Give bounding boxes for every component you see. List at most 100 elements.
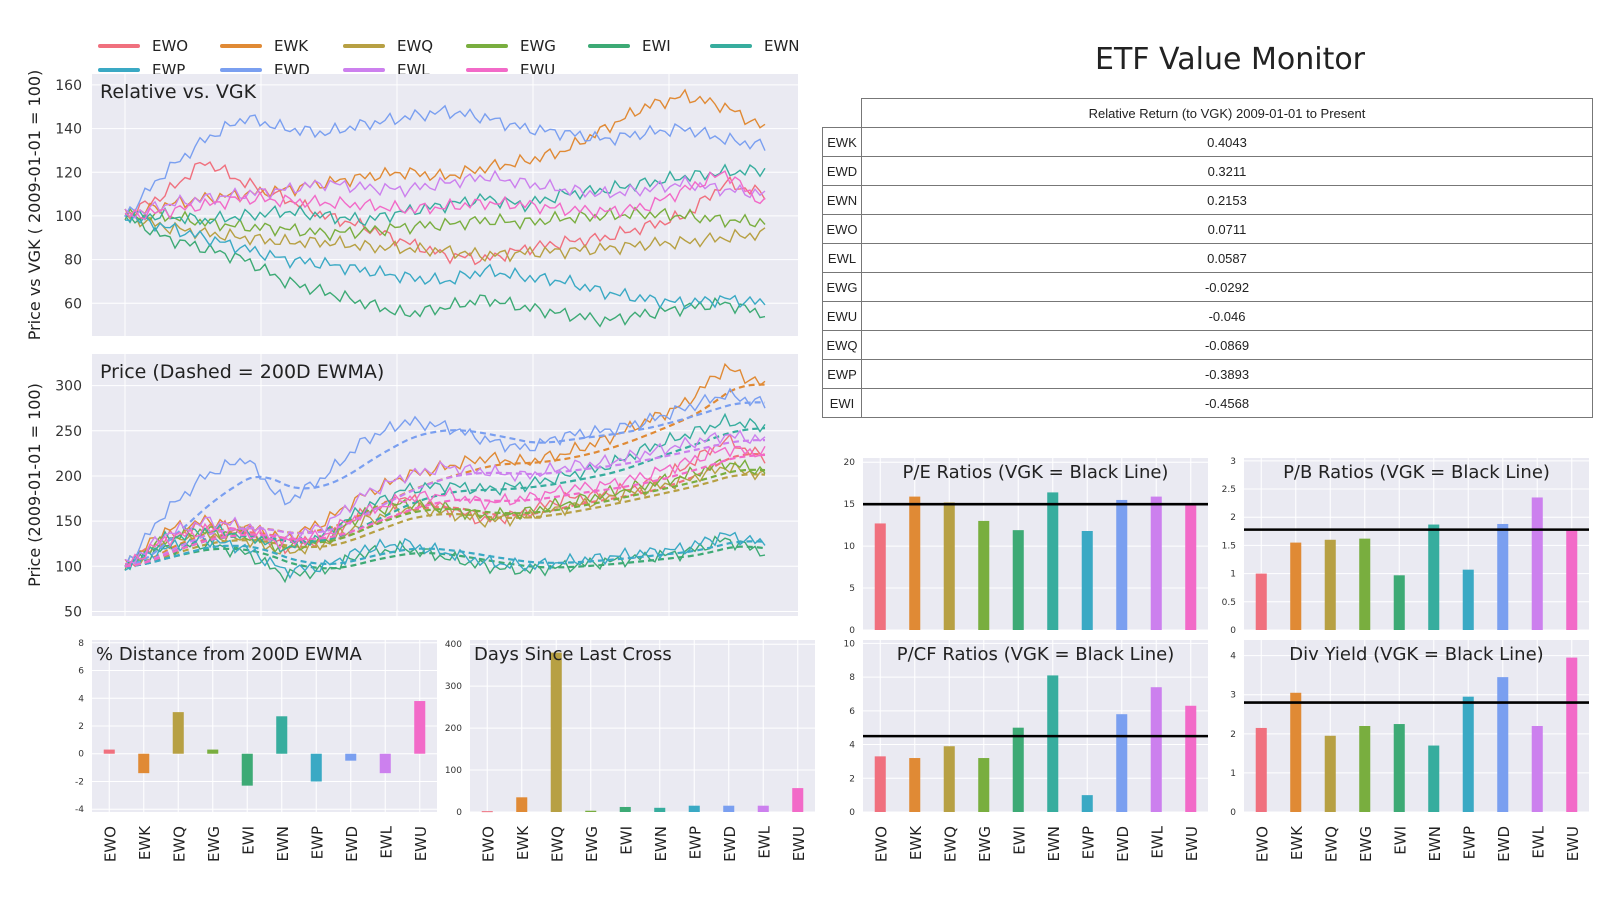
chart-title: Relative vs. VGK: [100, 81, 257, 103]
bar-ewu: [414, 701, 426, 754]
x-tick-label: EWQ: [1322, 826, 1340, 862]
y-tick-label: 50: [64, 604, 82, 620]
series-line-ewd: [124, 104, 766, 218]
y-tick-label: 10: [844, 639, 856, 649]
y-tick-label: 8: [78, 639, 84, 649]
y-tick-label: 300: [445, 682, 462, 692]
y-tick-label: 160: [55, 78, 82, 94]
y-tick-label: 8: [849, 673, 855, 683]
bar-ewg: [207, 749, 219, 754]
bar-ewu: [1185, 705, 1197, 812]
bar-ewu: [792, 788, 804, 812]
y-tick-label: 150: [55, 514, 82, 530]
line-chart-1-background: [92, 74, 798, 336]
x-tick-label: EWD: [1114, 826, 1132, 862]
y-axis-label: Price vs VGK ( 2009-01-01 = 100): [25, 70, 44, 341]
x-tick-label: EWK: [136, 825, 154, 860]
y-tick-label: 0: [849, 626, 855, 636]
legend-label-ewk: EWK: [274, 37, 309, 55]
table-header-row: Relative Return (to VGK) 2009-01-01 to P…: [823, 98, 1593, 128]
bar-chart-8-background: [1244, 640, 1589, 812]
bar-ewu: [1566, 529, 1578, 630]
series-line-ewi: [124, 215, 766, 328]
bar-ewl: [757, 805, 769, 812]
relative-return-table: Relative Return (to VGK) 2009-01-01 to P…: [822, 98, 1593, 418]
x-tick-label: EWQ: [548, 826, 566, 862]
bar-ewd: [1116, 714, 1128, 812]
x-tick-label: EWI: [617, 826, 635, 855]
table-row-label: EWU: [822, 301, 862, 331]
bar-ewi: [619, 806, 631, 812]
bar-ewd: [1497, 523, 1509, 630]
table-row: EWK 0.4043: [822, 127, 1593, 157]
bar-ewo: [481, 811, 493, 813]
legend-label-ewq: EWQ: [397, 37, 433, 55]
x-tick-label: EWU: [790, 826, 808, 861]
x-tick-label: EWN: [1426, 826, 1444, 862]
bar-ewo: [1255, 573, 1267, 630]
bar-ewi: [1393, 724, 1405, 812]
y-tick-label: 4: [849, 741, 855, 751]
bar-ewd: [345, 753, 357, 761]
table-row: EWL 0.0587: [822, 243, 1593, 273]
legend-label-ewi: EWI: [642, 37, 671, 55]
series-line-ewl: [124, 429, 766, 564]
series-line-ewu: [124, 170, 766, 220]
y-tick-label: -4: [75, 805, 84, 815]
bar-chart-4-background: [470, 640, 815, 812]
y-tick-label: 10: [844, 542, 856, 552]
bar-ewq: [943, 746, 955, 812]
series-line-ewo: [124, 161, 766, 266]
table-row-label: EWG: [822, 272, 862, 302]
bar-ewg: [978, 758, 990, 812]
bar-ewk: [909, 758, 921, 812]
series-ewma-ewd: [124, 401, 766, 568]
chart-title: P/CF Ratios (VGK = Black Line): [897, 644, 1174, 665]
bar-ewg: [978, 520, 990, 630]
x-tick-label: EWK: [1288, 825, 1306, 860]
y-tick-label: 120: [55, 165, 82, 181]
bar-ewq: [172, 712, 184, 754]
table-cell: 0.2153: [861, 185, 1593, 215]
x-tick-label: EWI: [239, 826, 257, 855]
table-row-label: EWL: [822, 243, 862, 273]
x-tick-label: EWN: [652, 826, 670, 862]
y-tick-label: 2: [849, 774, 855, 784]
legend-label-ewg: EWG: [520, 37, 556, 55]
bar-ewi: [241, 753, 253, 786]
y-tick-label: 6: [849, 707, 855, 717]
x-tick-label: EWQ: [941, 826, 959, 862]
y-tick-label: 3: [1230, 691, 1236, 701]
y-tick-label: 1: [1230, 570, 1236, 580]
x-tick-label: EWP: [1460, 826, 1478, 859]
series-line-ewg: [124, 206, 766, 242]
bar-ewo: [103, 749, 115, 754]
table-row: EWU -0.046: [822, 301, 1593, 331]
x-tick-label: EWD: [1495, 826, 1513, 862]
y-tick-label: -2: [75, 777, 84, 787]
table-cell: 0.3211: [861, 156, 1593, 186]
table-cell: -0.4568: [861, 388, 1593, 418]
bar-ewi: [1012, 530, 1024, 630]
bar-ewl: [1531, 726, 1543, 812]
bar-ewd: [1497, 677, 1509, 812]
chart-title: Div Yield (VGK = Black Line): [1289, 644, 1543, 665]
bar-ewu: [1566, 657, 1578, 812]
y-tick-label: 60: [64, 296, 82, 312]
bar-ewn: [276, 716, 288, 754]
x-tick-label: EWO: [479, 826, 497, 862]
x-tick-label: EWL: [377, 825, 395, 858]
y-tick-label: 300: [55, 379, 82, 395]
bar-ewl: [1150, 687, 1162, 812]
y-axis-label: Price (2009-01-01 = 100): [25, 383, 44, 587]
bar-ewu: [1185, 504, 1197, 630]
y-tick-label: 2: [78, 722, 84, 732]
bar-ewd: [1116, 499, 1128, 630]
bar-ewq: [1324, 735, 1336, 812]
series-line-ewd: [124, 387, 766, 568]
table-header: Relative Return (to VGK) 2009-01-01 to P…: [861, 98, 1593, 128]
series-ewma-ewp: [124, 540, 766, 568]
bar-ewk: [138, 753, 150, 774]
series-line-ewu: [124, 445, 766, 566]
